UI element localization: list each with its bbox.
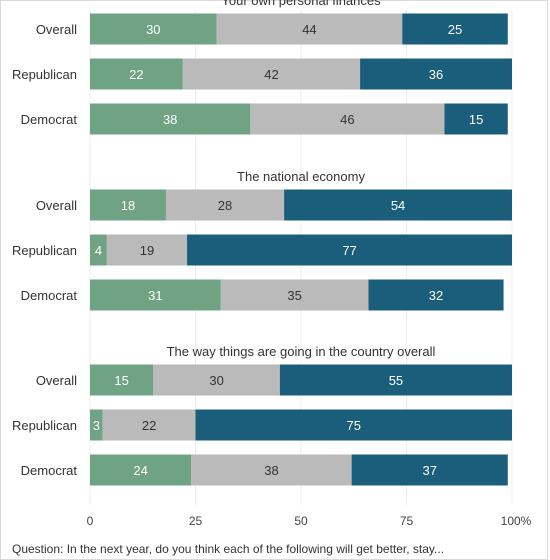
bar-segment	[250, 103, 445, 135]
bar-segment	[90, 103, 251, 135]
bar-segment	[90, 58, 183, 90]
category-label: Overall	[36, 373, 77, 388]
x-tick-label: 50	[294, 514, 308, 528]
bar-segment	[368, 279, 504, 311]
bar-segment	[220, 279, 369, 311]
bar-segment	[90, 409, 103, 441]
bar-segment	[279, 364, 512, 396]
data-label: 25	[448, 22, 462, 37]
bar-segment	[90, 189, 166, 221]
panel-title: Your own personal finances	[221, 0, 381, 8]
bar-segment	[360, 58, 512, 90]
data-label: 28	[218, 198, 232, 213]
data-label: 44	[302, 22, 316, 37]
data-label: 15	[114, 373, 128, 388]
x-tick-label: 25	[189, 514, 203, 528]
data-label: 38	[264, 463, 278, 478]
x-tick-label: 0	[87, 514, 94, 528]
data-label: 37	[422, 463, 436, 478]
bar-segment	[182, 58, 361, 90]
bar-segment	[90, 454, 192, 486]
category-label: Republican	[12, 67, 77, 82]
x-tick-label: 100%	[501, 514, 532, 528]
bar-segment	[216, 13, 403, 45]
data-label: 22	[129, 67, 143, 82]
data-label: 32	[429, 288, 443, 303]
category-label: Republican	[12, 418, 77, 433]
data-label: 42	[264, 67, 278, 82]
panel-title: The national economy	[237, 169, 365, 184]
panel-title: The way things are going in the country …	[167, 344, 436, 359]
data-label: 75	[347, 418, 361, 433]
data-label: 3	[93, 418, 100, 433]
bar-segment	[195, 409, 512, 441]
bar-segment	[90, 279, 221, 311]
data-label: 46	[340, 112, 354, 127]
x-tick-label: 75	[400, 514, 414, 528]
category-label: Overall	[36, 22, 77, 37]
bar-segment	[102, 409, 196, 441]
data-label: 19	[140, 243, 154, 258]
bar-segment	[351, 454, 508, 486]
bar-segment	[90, 364, 154, 396]
data-label: 30	[209, 373, 223, 388]
data-label: 15	[469, 112, 483, 127]
data-label: 22	[142, 418, 156, 433]
data-label: 31	[148, 288, 162, 303]
category-label: Democrat	[21, 112, 78, 127]
data-label: 4	[95, 243, 102, 258]
data-label: 55	[389, 373, 403, 388]
bar-segment	[106, 234, 188, 266]
category-label: Overall	[36, 198, 77, 213]
data-label: 54	[391, 198, 405, 213]
data-label: 35	[287, 288, 301, 303]
bar-segment	[90, 234, 107, 266]
category-label: Democrat	[21, 288, 78, 303]
bar-segment	[191, 454, 352, 486]
bar-segment	[402, 13, 508, 45]
bar-segment	[153, 364, 280, 396]
data-label: 38	[163, 112, 177, 127]
bar-segment	[284, 189, 512, 221]
data-label: 18	[121, 198, 135, 213]
bar-segment	[165, 189, 285, 221]
data-label: 30	[146, 22, 160, 37]
bar-segment	[444, 103, 508, 135]
data-label: 24	[133, 463, 147, 478]
bar-segment	[90, 13, 217, 45]
footnote: Question: In the next year, do you think…	[12, 542, 445, 556]
bar-segment	[187, 234, 512, 266]
data-label: 36	[429, 67, 443, 82]
category-label: Democrat	[21, 463, 78, 478]
data-label: 77	[342, 243, 356, 258]
category-label: Republican	[12, 243, 77, 258]
